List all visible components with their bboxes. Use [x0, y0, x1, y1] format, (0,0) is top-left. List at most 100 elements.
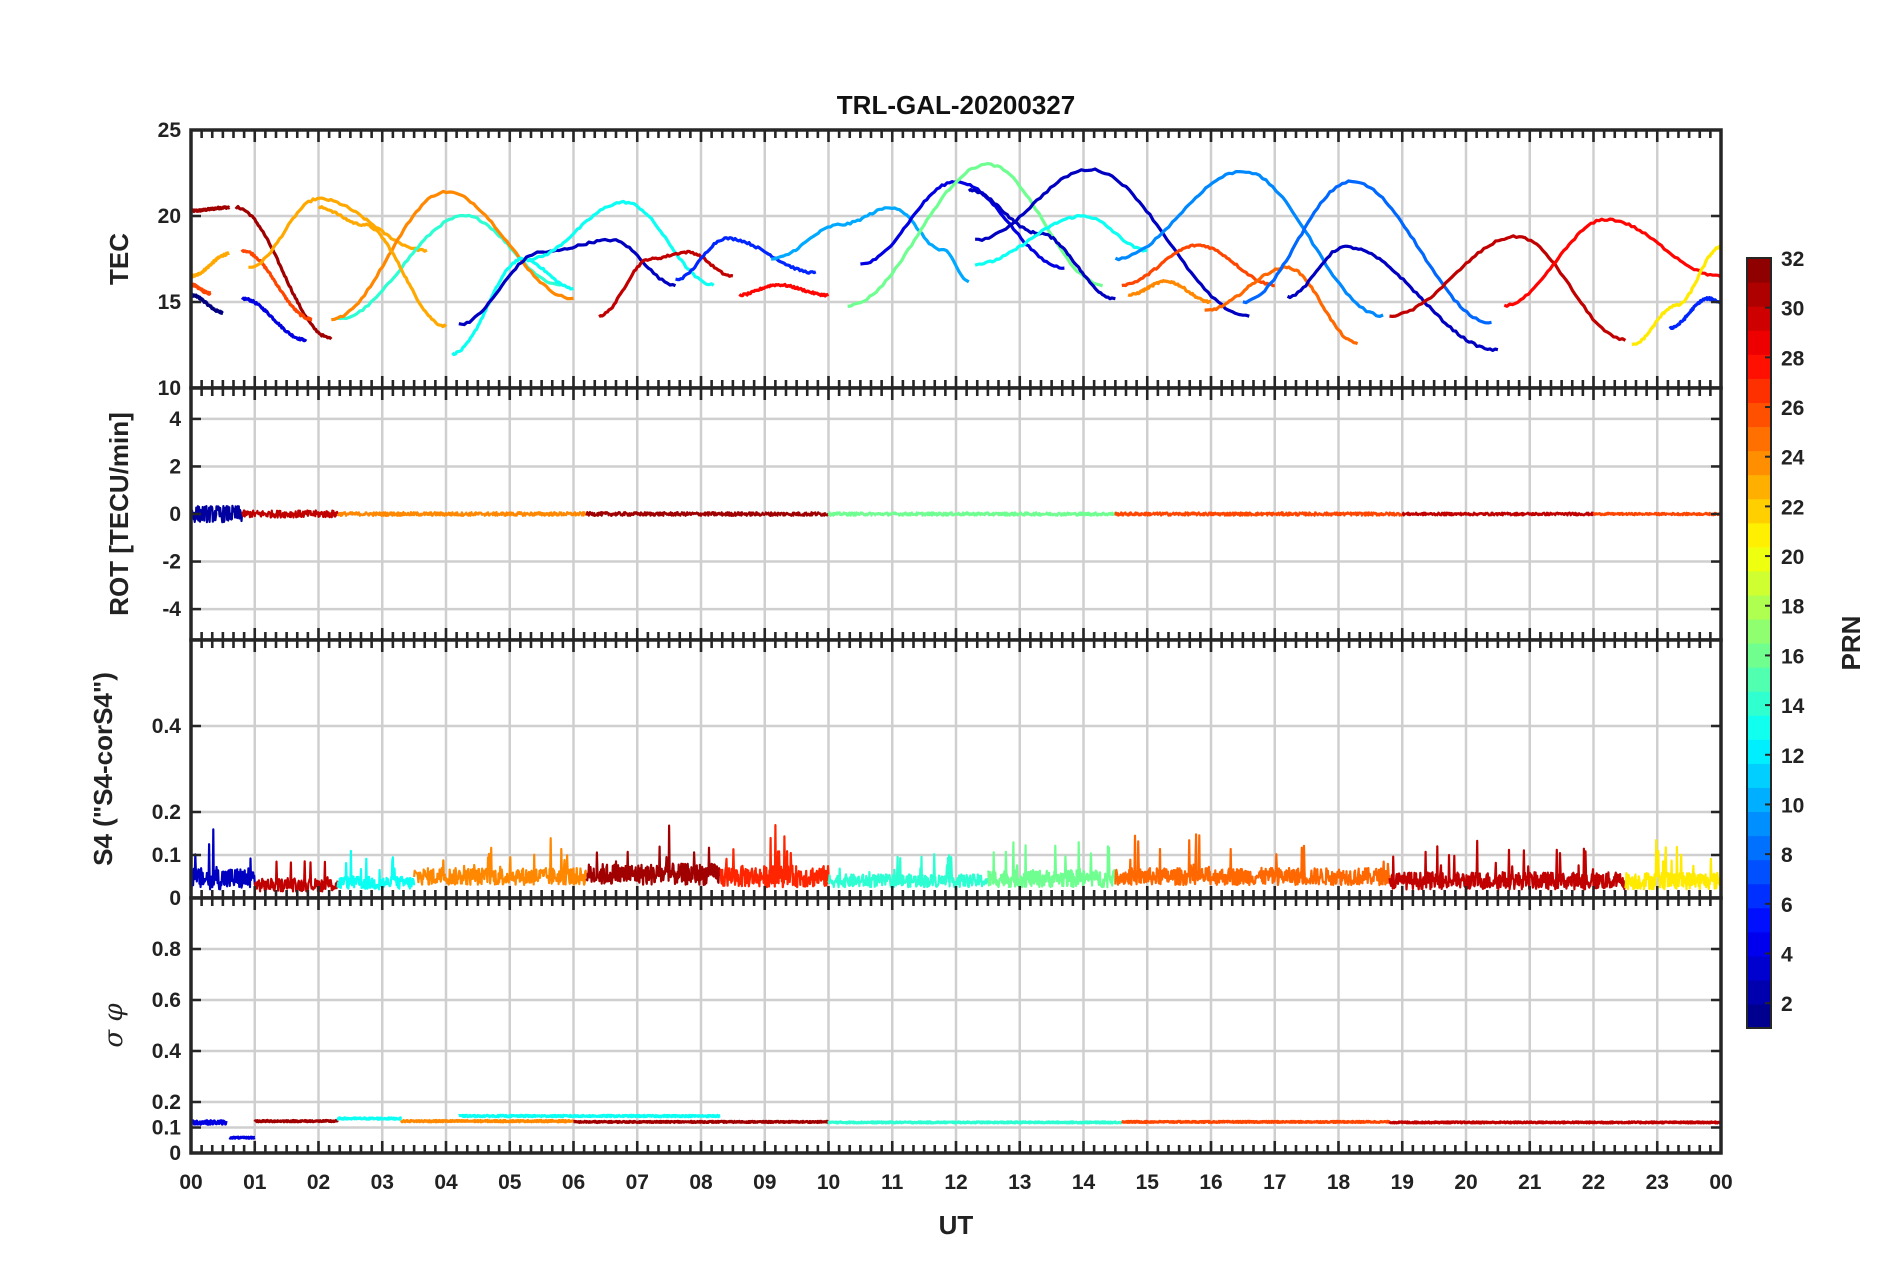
y-tick-label: 0.2	[152, 801, 181, 824]
tec-series-prn-8	[1242, 179, 1492, 325]
tec-series-prn-3	[975, 167, 1250, 318]
tec-series-prn-23	[191, 251, 231, 279]
x-tick-label: 00	[179, 1171, 202, 1194]
s4-series-prn-25	[1114, 833, 1391, 887]
rot-series-prn-24	[336, 511, 588, 517]
tec-series-prn-6	[675, 236, 817, 282]
tec-series-prn-24	[1127, 279, 1212, 305]
colorbar-swatch	[1747, 715, 1771, 740]
s4-series-prn-30	[1388, 839, 1627, 891]
rot-series-prn-26	[1592, 511, 1721, 517]
tec-series-prn-26	[191, 282, 212, 296]
colorbar-tick-label: 18	[1781, 596, 1805, 619]
sigmaphi-series-prn-4	[228, 1135, 256, 1140]
colorbar-tick-label: 30	[1781, 298, 1804, 321]
tec-series-prn-4	[860, 179, 1065, 270]
colorbar-swatch	[1747, 955, 1771, 981]
s4-series-prn-31	[585, 824, 722, 887]
colorbar-frame	[1746, 257, 1772, 1029]
colorbar-label: PRN	[1836, 616, 1866, 671]
tec-series-prn-28	[1503, 217, 1721, 308]
rot-series-prn-30	[241, 509, 339, 519]
tec-series-prn-10	[770, 206, 970, 284]
y-tick-label: 0	[169, 1142, 181, 1165]
colorbar-swatch	[1747, 1003, 1771, 1029]
x-tick-label: 18	[1327, 1171, 1351, 1194]
colorbar-swatch	[1747, 546, 1771, 572]
y-tick-label: 0.1	[152, 1117, 182, 1140]
x-tick-label: 05	[498, 1171, 522, 1194]
x-tick-label: 13	[1008, 1171, 1031, 1194]
sigmaphi-series-prn-4	[191, 1119, 228, 1126]
colorbar-tick-label: 16	[1781, 645, 1804, 668]
x-tick-label: 12	[944, 1171, 967, 1194]
colorbar-swatch	[1747, 450, 1771, 476]
colorbar-tick-label: 6	[1781, 894, 1793, 917]
colorbar-swatch	[1747, 378, 1771, 403]
colorbar-swatch	[1747, 570, 1771, 596]
tec-series-prn-30	[598, 249, 734, 318]
tec-series-prn-13	[974, 214, 1148, 267]
y-tick-label: 0	[169, 887, 181, 910]
x-tick-label: 04	[434, 1171, 458, 1194]
tec-series-prn-3	[967, 188, 1116, 301]
y-axis-label: S4 ("S4-corS4")	[88, 672, 118, 866]
tec-series-prn-31	[234, 205, 333, 341]
sigmaphi-series-prn-13	[457, 1113, 722, 1119]
tec-series-prn-31	[191, 205, 231, 214]
tec-series-prn-23	[317, 205, 448, 329]
colorbar-swatch	[1747, 931, 1771, 957]
y-tick-label: 10	[158, 377, 181, 400]
y-tick-label: 20	[158, 205, 181, 228]
tec-series-prn-24	[331, 189, 574, 322]
y-axis-label: ROT [TECU/min]	[104, 412, 134, 616]
minor-ticks	[189, 898, 1723, 1153]
rot-series-prn-30	[1401, 511, 1595, 517]
y-tick-label: 0.8	[152, 938, 182, 961]
x-tick-label: 19	[1391, 1171, 1414, 1194]
x-tick-label: 01	[243, 1171, 267, 1194]
series-group	[191, 1113, 1721, 1140]
sigmaphi-series-prn-14	[827, 1120, 1123, 1125]
s4-series-prn-3	[191, 828, 256, 891]
x-tick-label: 10	[817, 1171, 840, 1194]
colorbar-tick-label: 22	[1781, 496, 1804, 519]
colorbar-tick-label: 8	[1781, 844, 1793, 867]
rot-series-prn-26	[1114, 511, 1404, 517]
s4-series-prn-14	[827, 853, 989, 889]
colorbar-swatch	[1747, 835, 1771, 861]
y-tick-label: 2	[169, 455, 181, 478]
rot-series-prn-16	[827, 511, 1117, 517]
colorbar-tick-label: 24	[1781, 447, 1805, 470]
s4-series-prn-21	[1624, 839, 1721, 891]
rot-series-prn-31	[585, 511, 830, 517]
s4-series-prn-13	[336, 849, 416, 891]
rot-series-prn-2	[191, 504, 244, 524]
tec-series-prn-28	[738, 282, 830, 298]
colorbar-swatch	[1747, 330, 1771, 355]
colorbar-swatch	[1747, 258, 1771, 283]
y-tick-label: 4	[169, 408, 181, 431]
colorbar-swatch	[1747, 691, 1771, 716]
colorbar-swatch	[1747, 426, 1771, 452]
x-tick-label: 09	[753, 1171, 776, 1194]
tec-series-prn-3	[458, 237, 677, 327]
colorbar-swatch	[1747, 618, 1771, 644]
colorbar-tick-label: 20	[1781, 546, 1804, 569]
x-tick-label: 15	[1136, 1171, 1160, 1194]
colorbar-swatch	[1747, 282, 1771, 307]
grid	[189, 898, 1723, 1155]
colorbar-swatch	[1747, 474, 1771, 500]
colorbar-swatch	[1747, 306, 1771, 331]
sigmaphi-series-prn-31	[572, 1119, 830, 1124]
s4-series-prn-16	[986, 841, 1117, 889]
y-tick-label: 0.2	[152, 1091, 181, 1114]
tec-series-prn-13	[528, 199, 715, 287]
x-tick-label: 02	[307, 1171, 330, 1194]
grid	[189, 128, 1723, 390]
x-tick-label: 22	[1582, 1171, 1605, 1194]
panel-sigmaphi: 00.1 0.2 0.4 0.6 0.8 σ φ 00 01 02 03 04 05 06 07 08 09 1…	[99, 896, 1733, 1194]
colorbar-swatch	[1747, 859, 1771, 885]
